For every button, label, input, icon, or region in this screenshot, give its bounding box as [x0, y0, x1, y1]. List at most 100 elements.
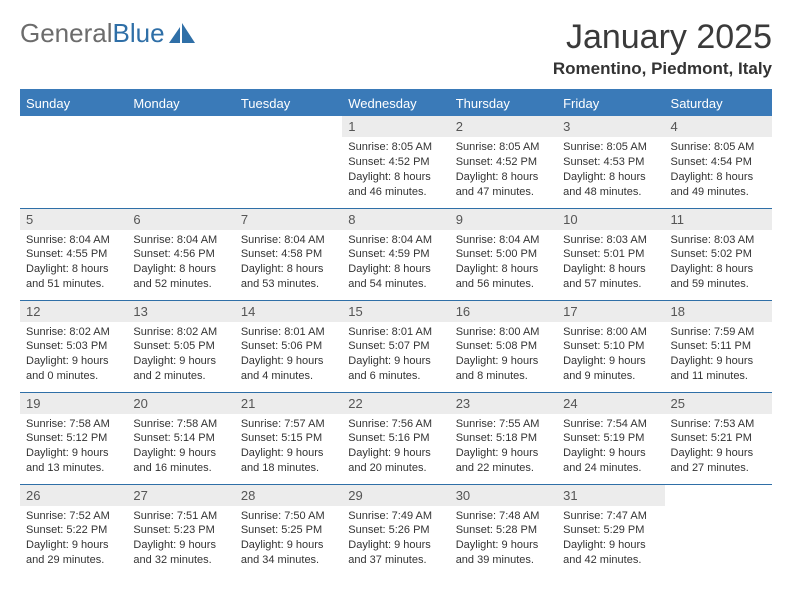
day-d1: Daylight: 8 hours — [671, 170, 766, 185]
day-d2: and 54 minutes. — [348, 277, 443, 292]
day-d2: and 29 minutes. — [26, 553, 121, 568]
day-sunset: Sunset: 5:16 PM — [348, 431, 443, 446]
calendar-day-cell: 12Sunrise: 8:02 AMSunset: 5:03 PMDayligh… — [20, 300, 127, 392]
day-sunrise: Sunrise: 7:48 AM — [456, 509, 551, 524]
day-sunrise: Sunrise: 8:05 AM — [563, 140, 658, 155]
day-sunset: Sunset: 4:53 PM — [563, 155, 658, 170]
day-sunrise: Sunrise: 8:02 AM — [133, 325, 228, 340]
day-info: Sunrise: 8:03 AMSunset: 5:02 PMDaylight:… — [665, 230, 772, 297]
day-d2: and 18 minutes. — [241, 461, 336, 476]
day-sunset: Sunset: 4:59 PM — [348, 247, 443, 262]
day-d1: Daylight: 8 hours — [241, 262, 336, 277]
day-sunset: Sunset: 5:07 PM — [348, 339, 443, 354]
day-d1: Daylight: 9 hours — [671, 446, 766, 461]
day-d2: and 20 minutes. — [348, 461, 443, 476]
day-number: 25 — [665, 393, 772, 414]
day-header: Tuesday — [235, 90, 342, 116]
day-sunset: Sunset: 5:01 PM — [563, 247, 658, 262]
calendar-day-cell: 10Sunrise: 8:03 AMSunset: 5:01 PMDayligh… — [557, 208, 664, 300]
day-number: 7 — [235, 209, 342, 230]
day-sunrise: Sunrise: 7:53 AM — [671, 417, 766, 432]
day-sunset: Sunset: 5:06 PM — [241, 339, 336, 354]
calendar-week-row: 19Sunrise: 7:58 AMSunset: 5:12 PMDayligh… — [20, 392, 772, 484]
day-info: Sunrise: 7:58 AMSunset: 5:14 PMDaylight:… — [127, 414, 234, 481]
calendar-day-cell — [20, 116, 127, 208]
calendar-day-cell: 20Sunrise: 7:58 AMSunset: 5:14 PMDayligh… — [127, 392, 234, 484]
calendar-day-cell: 31Sunrise: 7:47 AMSunset: 5:29 PMDayligh… — [557, 484, 664, 576]
day-sunset: Sunset: 4:52 PM — [348, 155, 443, 170]
day-info: Sunrise: 8:02 AMSunset: 5:05 PMDaylight:… — [127, 322, 234, 389]
day-sunrise: Sunrise: 8:04 AM — [456, 233, 551, 248]
calendar-day-cell: 15Sunrise: 8:01 AMSunset: 5:07 PMDayligh… — [342, 300, 449, 392]
day-info: Sunrise: 8:04 AMSunset: 4:59 PMDaylight:… — [342, 230, 449, 297]
day-d1: Daylight: 8 hours — [26, 262, 121, 277]
calendar-day-cell — [235, 116, 342, 208]
day-sunrise: Sunrise: 7:58 AM — [26, 417, 121, 432]
day-d1: Daylight: 9 hours — [241, 538, 336, 553]
day-d2: and 0 minutes. — [26, 369, 121, 384]
day-sunrise: Sunrise: 8:04 AM — [133, 233, 228, 248]
day-info: Sunrise: 8:00 AMSunset: 5:08 PMDaylight:… — [450, 322, 557, 389]
day-header: Friday — [557, 90, 664, 116]
day-d1: Daylight: 9 hours — [133, 446, 228, 461]
day-d2: and 6 minutes. — [348, 369, 443, 384]
calendar-day-cell: 30Sunrise: 7:48 AMSunset: 5:28 PMDayligh… — [450, 484, 557, 576]
calendar-day-cell: 2Sunrise: 8:05 AMSunset: 4:52 PMDaylight… — [450, 116, 557, 208]
day-d1: Daylight: 9 hours — [563, 446, 658, 461]
day-sunset: Sunset: 5:19 PM — [563, 431, 658, 446]
calendar-day-cell: 26Sunrise: 7:52 AMSunset: 5:22 PMDayligh… — [20, 484, 127, 576]
day-info: Sunrise: 8:01 AMSunset: 5:07 PMDaylight:… — [342, 322, 449, 389]
day-info: Sunrise: 7:48 AMSunset: 5:28 PMDaylight:… — [450, 506, 557, 573]
day-info: Sunrise: 8:02 AMSunset: 5:03 PMDaylight:… — [20, 322, 127, 389]
day-sunrise: Sunrise: 8:03 AM — [671, 233, 766, 248]
day-d1: Daylight: 9 hours — [456, 446, 551, 461]
day-d1: Daylight: 9 hours — [133, 354, 228, 369]
calendar-day-cell — [665, 484, 772, 576]
day-info: Sunrise: 8:04 AMSunset: 4:56 PMDaylight:… — [127, 230, 234, 297]
calendar-day-cell: 14Sunrise: 8:01 AMSunset: 5:06 PMDayligh… — [235, 300, 342, 392]
logo: GeneralBlue — [20, 18, 197, 49]
day-d2: and 34 minutes. — [241, 553, 336, 568]
calendar-day-cell: 4Sunrise: 8:05 AMSunset: 4:54 PMDaylight… — [665, 116, 772, 208]
calendar-day-cell: 13Sunrise: 8:02 AMSunset: 5:05 PMDayligh… — [127, 300, 234, 392]
day-number: 1 — [342, 116, 449, 137]
day-number: 31 — [557, 485, 664, 506]
day-number: 30 — [450, 485, 557, 506]
day-sunset: Sunset: 5:12 PM — [26, 431, 121, 446]
day-sunset: Sunset: 5:00 PM — [456, 247, 551, 262]
day-sunrise: Sunrise: 7:55 AM — [456, 417, 551, 432]
day-sunrise: Sunrise: 7:59 AM — [671, 325, 766, 340]
calendar-day-cell: 6Sunrise: 8:04 AMSunset: 4:56 PMDaylight… — [127, 208, 234, 300]
calendar-day-cell: 22Sunrise: 7:56 AMSunset: 5:16 PMDayligh… — [342, 392, 449, 484]
day-sunrise: Sunrise: 7:52 AM — [26, 509, 121, 524]
day-sunrise: Sunrise: 8:02 AM — [26, 325, 121, 340]
day-info: Sunrise: 7:59 AMSunset: 5:11 PMDaylight:… — [665, 322, 772, 389]
day-sunset: Sunset: 4:54 PM — [671, 155, 766, 170]
day-sunrise: Sunrise: 8:01 AM — [241, 325, 336, 340]
day-d1: Daylight: 9 hours — [348, 354, 443, 369]
day-header: Sunday — [20, 90, 127, 116]
day-d1: Daylight: 9 hours — [348, 446, 443, 461]
day-d2: and 2 minutes. — [133, 369, 228, 384]
calendar-day-cell: 27Sunrise: 7:51 AMSunset: 5:23 PMDayligh… — [127, 484, 234, 576]
day-d2: and 56 minutes. — [456, 277, 551, 292]
calendar-day-cell: 23Sunrise: 7:55 AMSunset: 5:18 PMDayligh… — [450, 392, 557, 484]
day-d1: Daylight: 9 hours — [671, 354, 766, 369]
day-sunset: Sunset: 5:22 PM — [26, 523, 121, 538]
day-sunrise: Sunrise: 7:51 AM — [133, 509, 228, 524]
location: Romentino, Piedmont, Italy — [553, 59, 772, 79]
calendar-day-cell: 16Sunrise: 8:00 AMSunset: 5:08 PMDayligh… — [450, 300, 557, 392]
day-sunrise: Sunrise: 8:00 AM — [563, 325, 658, 340]
page-header: GeneralBlue January 2025 Romentino, Pied… — [20, 18, 772, 79]
day-info: Sunrise: 8:05 AMSunset: 4:52 PMDaylight:… — [450, 137, 557, 204]
day-number: 15 — [342, 301, 449, 322]
day-number: 22 — [342, 393, 449, 414]
day-sunrise: Sunrise: 7:49 AM — [348, 509, 443, 524]
day-d1: Daylight: 8 hours — [348, 262, 443, 277]
calendar-day-cell: 7Sunrise: 8:04 AMSunset: 4:58 PMDaylight… — [235, 208, 342, 300]
day-d1: Daylight: 8 hours — [456, 262, 551, 277]
day-number: 17 — [557, 301, 664, 322]
day-d1: Daylight: 9 hours — [241, 446, 336, 461]
day-sunrise: Sunrise: 8:04 AM — [241, 233, 336, 248]
day-sunrise: Sunrise: 7:47 AM — [563, 509, 658, 524]
